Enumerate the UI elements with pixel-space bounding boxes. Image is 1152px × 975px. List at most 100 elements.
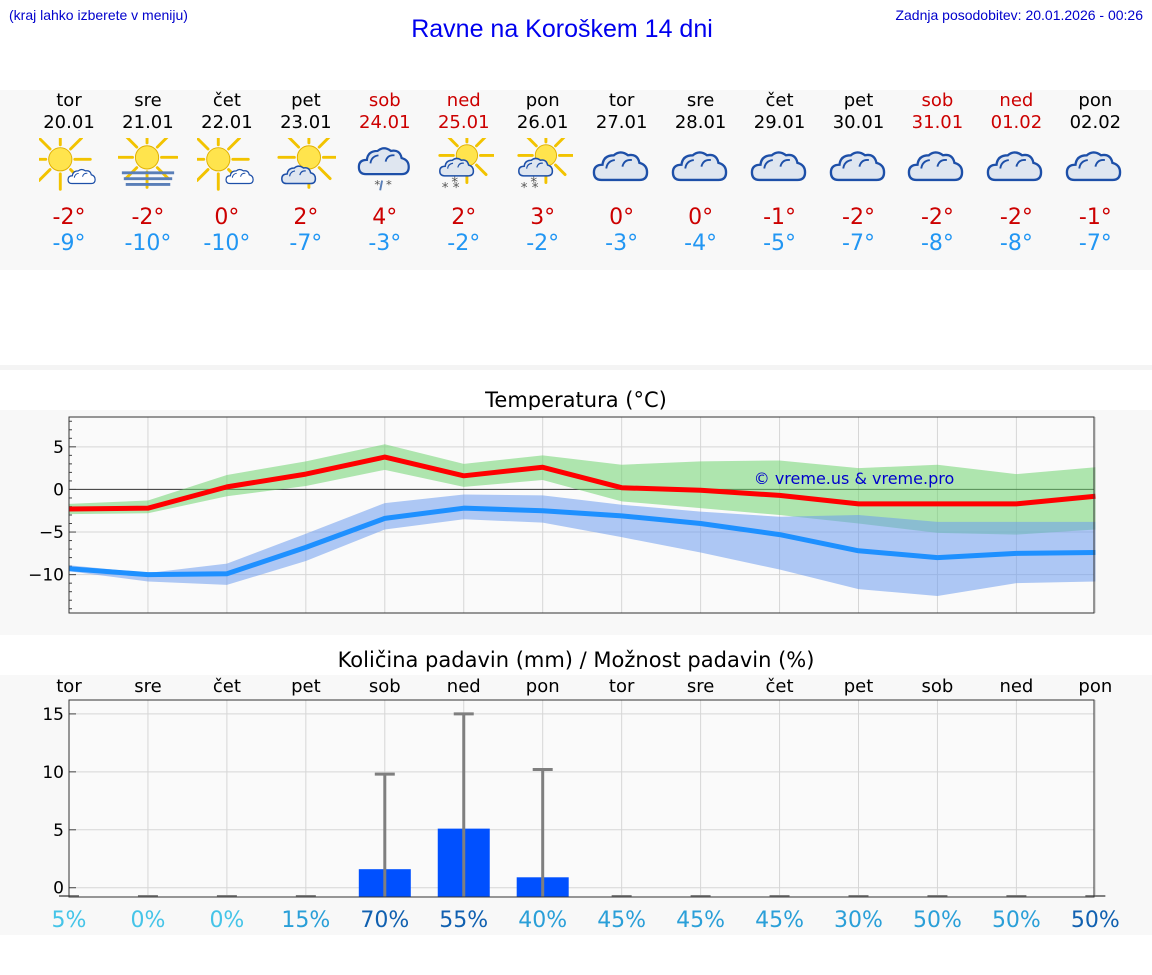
max-temperature-line xyxy=(68,454,1096,512)
day-column: čet 22.01 0° -10° xyxy=(187,90,267,257)
svg-text:*: * xyxy=(451,174,458,190)
min-temperature: -3° xyxy=(605,231,639,256)
precipitation-probability: 50% xyxy=(992,908,1041,933)
temperature-chart: 5 0 −5 −10 © vreme.us & vreme.pro xyxy=(28,416,1096,614)
day-name: ned xyxy=(446,90,481,111)
precipitation-probability: 5% xyxy=(52,908,87,933)
max-temperature: -1° xyxy=(763,205,797,230)
svg-text:*: * xyxy=(386,177,392,191)
x-tick-label: ned xyxy=(447,676,481,697)
day-date: 28.01 xyxy=(674,112,727,133)
day-date: 26.01 xyxy=(516,112,569,133)
max-temperature: 4° xyxy=(372,205,398,230)
day-column: tor 20.01 -2° -9° xyxy=(29,90,109,257)
day-column: sob 31.01 -2° -8° xyxy=(897,90,977,257)
min-temperature: -5° xyxy=(763,231,797,256)
cloud-sleet-icon: * * xyxy=(345,138,425,198)
partly-cloudy-icon xyxy=(187,138,267,198)
max-temperature: -2° xyxy=(52,205,86,230)
temperature-chart-title: Temperatura (°C) xyxy=(485,388,667,412)
cloudy-icon xyxy=(582,138,662,198)
min-temperature-line xyxy=(68,505,1096,578)
max-temperature: -2° xyxy=(920,205,954,230)
day-name: ned xyxy=(999,90,1034,111)
watermark: © vreme.us & vreme.pro xyxy=(754,469,955,488)
day-date: 30.01 xyxy=(832,112,885,133)
x-tick-label: pet xyxy=(844,676,874,697)
y-tick-label: −10 xyxy=(28,566,64,586)
precipitation-probability: 45% xyxy=(597,908,646,933)
day-name: čet xyxy=(765,90,794,111)
min-temperature: -4° xyxy=(684,231,718,256)
max-range-band xyxy=(69,444,1096,535)
svg-text:*: * xyxy=(374,177,380,191)
y-tick-label: 0 xyxy=(53,879,64,899)
day-date: 25.01 xyxy=(437,112,490,133)
min-temperature: -7° xyxy=(1078,231,1112,256)
y-tick-label: −5 xyxy=(39,523,64,543)
precipitation-probability: 0% xyxy=(209,908,244,933)
divider xyxy=(0,365,1152,370)
svg-text:* *: * * xyxy=(441,180,459,196)
svg-text:*: * xyxy=(530,174,537,190)
cloudy-icon xyxy=(661,138,741,198)
day-name: sre xyxy=(134,90,162,111)
day-column: čet 29.01 -1° -5° xyxy=(740,90,820,257)
y-tick-label: 15 xyxy=(42,705,64,725)
day-name: sob xyxy=(368,90,401,111)
x-tick-label: tor xyxy=(609,676,635,697)
plot-frame xyxy=(68,416,1095,614)
x-tick-label: ned xyxy=(999,676,1033,697)
day-name: pet xyxy=(843,90,874,111)
day-column: ned 25.01 * * * 2° -2° xyxy=(424,90,504,257)
day-name: pon xyxy=(525,90,560,111)
min-temperature: -7° xyxy=(842,231,875,256)
precipitation-chart-title: Količina padavin (mm) / Možnost padavin … xyxy=(337,648,815,672)
min-temperature: -2° xyxy=(526,231,560,256)
precipitation-probability: 70% xyxy=(360,908,409,933)
day-name: tor xyxy=(56,90,82,111)
sun-cloud-snow-icon: * * * xyxy=(424,138,504,198)
day-date: 22.01 xyxy=(201,112,253,133)
max-temperature: 0° xyxy=(688,205,714,230)
max-temperature: 2° xyxy=(293,205,319,230)
min-temperature: -7° xyxy=(289,231,323,256)
max-temperature: -1° xyxy=(1078,205,1112,230)
min-temperature: -3° xyxy=(368,231,402,256)
x-tick-label: čet xyxy=(766,676,794,697)
min-temperature: -10° xyxy=(124,231,172,256)
day-column: tor 27.01 0° -3° xyxy=(582,90,662,257)
day-name: tor xyxy=(608,90,635,111)
day-column: sre 28.01 0° -4° xyxy=(661,90,741,257)
max-temperature: 0° xyxy=(214,205,240,230)
day-column: pet 23.01 2° -7° xyxy=(266,90,346,257)
forecast-strip: tor 20.01 -2° -9° sre 21.01 -2° -10° čet 22.01 0… xyxy=(0,90,1152,270)
day-column: pet 30.01 -2° -7° xyxy=(819,90,899,257)
max-temperature: -2° xyxy=(999,205,1033,230)
day-date: 24.01 xyxy=(359,112,411,133)
cloudy-icon xyxy=(1055,138,1135,198)
svg-text:* *: * * xyxy=(520,180,538,196)
mostly-sunny-cloud-icon xyxy=(266,138,346,198)
max-temperature: -2° xyxy=(842,205,875,230)
cloudy-icon xyxy=(740,138,820,198)
x-tick-label: sre xyxy=(134,676,161,697)
precipitation-probability: 0% xyxy=(130,908,165,933)
min-temperature: -8° xyxy=(999,231,1033,256)
x-tick-label: tor xyxy=(56,676,82,697)
cloudy-icon xyxy=(976,138,1056,198)
day-date: 31.01 xyxy=(911,112,964,133)
location-hint[interactable]: (kraj lahko izberete v meniju) xyxy=(9,7,188,23)
min-temperature: -2° xyxy=(447,231,481,256)
x-tick-label: sob xyxy=(369,676,401,697)
precipitation-probability: 40% xyxy=(518,908,567,933)
y-tick-label: 5 xyxy=(53,821,64,841)
day-name: sob xyxy=(921,90,954,111)
day-column: ned 01.02 -2° -8° xyxy=(976,90,1056,257)
sun-fog-icon xyxy=(108,138,188,198)
day-date: 29.01 xyxy=(753,112,806,133)
x-tick-label: sob xyxy=(922,676,954,697)
y-tick-label: 10 xyxy=(42,763,64,783)
x-tick-label: pet xyxy=(291,676,321,697)
y-tick-label: 5 xyxy=(53,438,64,458)
